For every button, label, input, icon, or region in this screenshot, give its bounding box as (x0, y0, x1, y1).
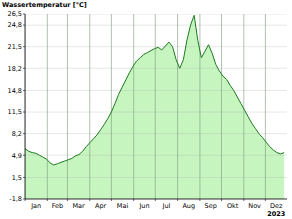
x-tick-label: Okt (227, 202, 239, 210)
x-tick (199, 199, 200, 201)
x-tick-label: Mar (72, 202, 85, 210)
y-tick-label: 8,2 (12, 130, 22, 138)
x-tick (47, 199, 48, 201)
x-tick-label: Jul (162, 202, 171, 210)
y-tick (23, 133, 25, 134)
grid-line (25, 46, 287, 47)
grid-line (25, 155, 287, 156)
y-tick (23, 112, 25, 113)
area (25, 15, 284, 199)
x-tick-label: Aug (182, 202, 195, 210)
y-tick (23, 68, 25, 69)
y-label: Wassertemperatur [°C] (2, 1, 87, 9)
grid-line (25, 90, 287, 91)
x-tick (111, 199, 112, 201)
line (25, 15, 284, 165)
plot-bg (25, 14, 287, 199)
x-tick (265, 199, 266, 201)
y-tick-label: 24,8 (8, 21, 22, 29)
x-tick (89, 199, 90, 201)
grid-line (133, 14, 134, 199)
y-tick-label: 14,8 (8, 87, 22, 95)
grid-line (25, 133, 287, 134)
grid-line (111, 14, 112, 199)
grid-line (25, 177, 287, 178)
data-group (25, 14, 287, 199)
grid-line (25, 14, 26, 199)
grid-line (221, 14, 222, 199)
x-tick-label: Mai (117, 202, 129, 210)
grid-line (47, 14, 48, 199)
grid-line (89, 14, 90, 199)
x-tick (243, 199, 244, 201)
y-tick (23, 25, 25, 26)
x-tick (221, 199, 222, 201)
x-tick-label: Jan (30, 202, 41, 210)
grid-line (25, 112, 287, 113)
grid-line (25, 68, 287, 69)
y-tick-label: 11,5 (8, 108, 22, 116)
x-tick (133, 199, 134, 201)
grid-line (155, 14, 156, 199)
y-tick (23, 90, 25, 91)
grid-line (25, 25, 287, 26)
y-tick-label: 4,9 (12, 152, 22, 160)
y-tick (23, 14, 25, 15)
grid-line (177, 14, 178, 199)
grid-line (243, 14, 244, 199)
x-tick-label: Jun (138, 202, 149, 210)
grid-line (67, 14, 68, 199)
grid-line (199, 14, 200, 199)
x-tick-label: Dez (270, 202, 283, 210)
x-axis (25, 199, 287, 200)
y-tick (23, 46, 25, 47)
x-tick (155, 199, 156, 201)
x-tick-label: Feb (52, 202, 64, 210)
x-tick-label: Apr (95, 202, 107, 210)
grid-line (265, 14, 266, 199)
y-tick-label: 18,2 (8, 65, 22, 73)
grid-line (25, 14, 287, 15)
x-tick-label: Nov (248, 202, 261, 210)
y-axis (25, 14, 26, 199)
x-label: 2023 (267, 210, 285, 218)
chart: -1,8 1,5 4,9 8,2 11,5 14,8 18,2 21,5 24,8 26,5 Jan… (0, 0, 292, 219)
y-tick-label: 21,5 (8, 43, 22, 51)
y-tick-label: -1,8 (9, 195, 22, 203)
x-tick (67, 199, 68, 201)
y-tick-label: 26,5 (8, 10, 22, 18)
x-tick (25, 199, 26, 201)
x-tick-label: Sep (205, 202, 217, 210)
x-tick (177, 199, 178, 201)
y-tick (23, 177, 25, 178)
y-tick-label: 1,5 (12, 174, 22, 182)
y-tick (23, 155, 25, 156)
grid-line (25, 199, 287, 200)
